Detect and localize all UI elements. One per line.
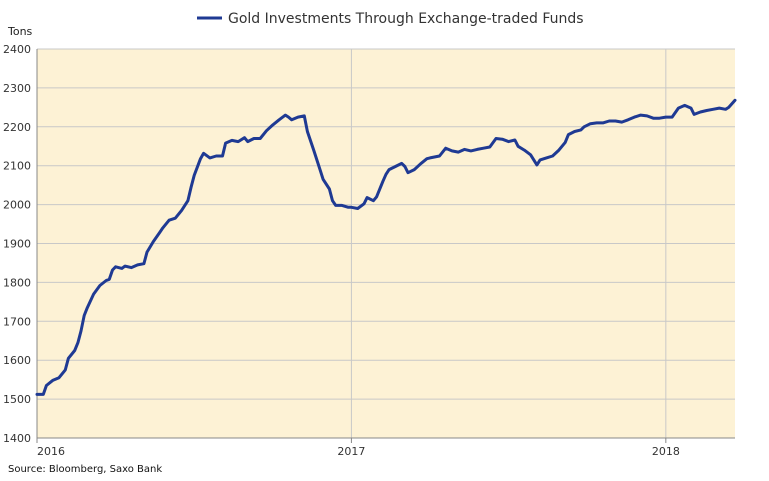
y-tick-label: 1700 [3, 315, 31, 328]
x-tick-label: 2017 [337, 445, 365, 458]
source-note: Source: Bloomberg, Saxo Bank [8, 464, 162, 475]
y-tick-label: 2000 [3, 199, 31, 212]
x-tick-label: 2016 [37, 445, 65, 458]
grid [36, 48, 735, 439]
x-axis: 2016 2017 2018 [36, 438, 680, 458]
y-axis: 1400 1500 1600 1700 1800 1900 2000 2100 2200 2300… [3, 43, 31, 445]
y-tick-label: 1600 [3, 354, 31, 367]
series-line [35, 98, 737, 396]
y-tick-label: 1900 [3, 238, 31, 251]
y-tick-label: 2300 [3, 82, 31, 95]
y-tick-label: 1500 [3, 393, 31, 406]
y-tick-label: 2400 [3, 43, 31, 56]
series-group [35, 98, 737, 396]
y-tick-label: 1800 [3, 276, 31, 289]
y-tick-label: 1400 [3, 432, 31, 445]
legend: Gold Investments Through Exchange-traded… [197, 11, 584, 27]
y-tick-label: 2100 [3, 160, 31, 173]
x-tick-label: 2018 [652, 445, 680, 458]
chart-title: Gold Investments Through Exchange-traded… [228, 11, 584, 27]
y-tick-label: 2200 [3, 121, 31, 134]
y-axis-label: Tons [7, 25, 33, 38]
